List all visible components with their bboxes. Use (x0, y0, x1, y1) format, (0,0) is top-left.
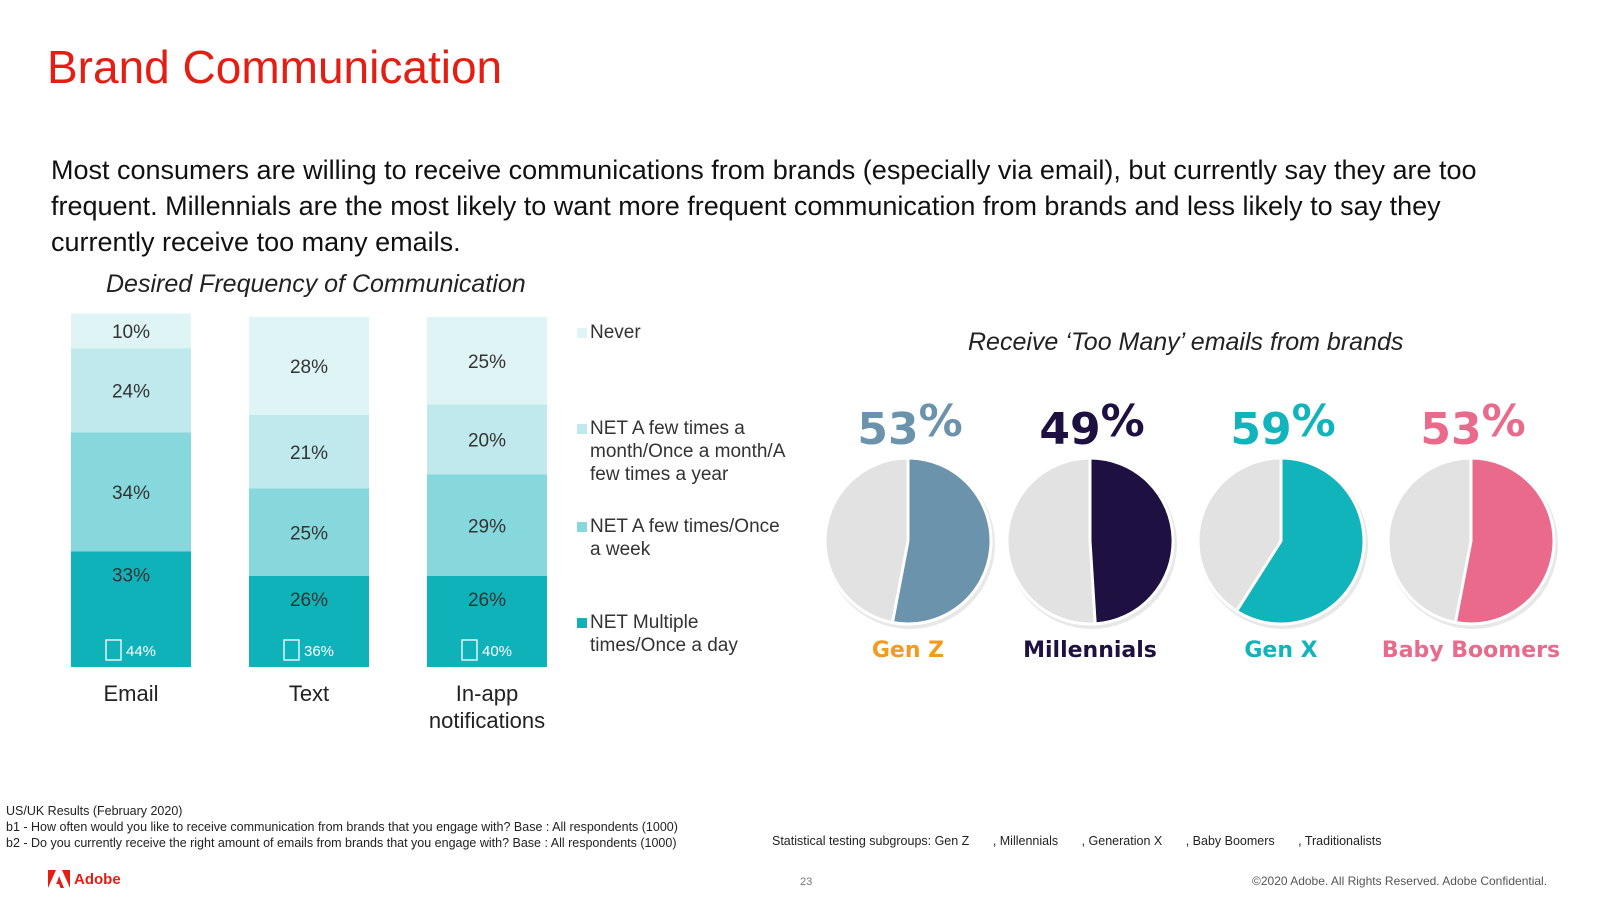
stat-test-item: , Generation X (1081, 834, 1163, 848)
footnote-b2: b2 - Do you currently receive the right … (6, 836, 677, 850)
footnote-b1: b1 - How often would you like to receive… (6, 820, 678, 834)
pie-percent-label: 53% (857, 396, 962, 455)
copyright: ©2020 Adobe. All Rights Reserved. Adobe … (1252, 874, 1548, 888)
legend-label: NET A few times a (590, 418, 745, 439)
pie-percent-value: 53 (1420, 404, 1481, 455)
pie-group-label: Gen X (1244, 638, 1317, 663)
phone-icon (283, 639, 300, 661)
legend-label: few times a year (590, 464, 729, 485)
bar-value-label: 34% (112, 483, 150, 504)
bar-value-label: 21% (290, 443, 328, 464)
bar-value-label: 25% (468, 352, 506, 373)
legend-swatch (577, 424, 587, 434)
bar-value-label: 26% (468, 590, 506, 611)
bar-value-label: 33% (112, 566, 150, 587)
pie-chart-title: Receive ‘Too Many’ emails from brands (968, 328, 1404, 356)
pie-percent-symbol: % (1101, 396, 1145, 447)
category-label: Text (289, 681, 329, 706)
stacked-bar-chart: 33% 34% 24% 10% 44% Email 26% 25% 21% 28% 36% Text 2… (71, 313, 547, 733)
bar-value-label: 28% (290, 357, 328, 378)
bar-segment (427, 576, 547, 667)
bar-value-label: 24% (112, 382, 150, 403)
adobe-logo-icon (48, 870, 70, 888)
phone-icon (461, 639, 478, 661)
stat-test-item: , Baby Boomers (1185, 834, 1275, 848)
page-title: Brand Communication (47, 41, 503, 93)
page-number: 23 (800, 876, 813, 888)
pie-percent-symbol: % (919, 396, 963, 447)
summary-text: Most consumers are willing to receive co… (51, 155, 1477, 257)
brand-name: Adobe (74, 870, 121, 888)
pie-percent-value: 49 (1039, 404, 1100, 455)
bar-segment (249, 576, 369, 667)
legend-swatch (577, 328, 587, 338)
net-value-label: 40% (482, 643, 512, 660)
legend-label: NET Multiple (590, 612, 698, 633)
pie-charts: 53% Gen Z 49% Millennials 59% Gen X 53% Baby Bo… (823, 396, 1560, 663)
pie-percent-label: 53% (1420, 396, 1525, 455)
bar-chart-title: Desired Frequency of Communication (106, 270, 526, 298)
pie-percent-symbol: % (1482, 396, 1526, 447)
legend-label: a week (590, 539, 651, 560)
pie-value-slice (1235, 456, 1366, 626)
pie-value-slice (1453, 456, 1556, 626)
legend-label: times/Once a day (590, 635, 738, 656)
net-value-label: 36% (304, 643, 334, 660)
pie-percent-value: 59 (1230, 404, 1291, 455)
bar-value-label: 29% (468, 516, 506, 537)
pie-value-slice (1088, 456, 1175, 626)
bar-segment (249, 488, 369, 576)
pie-percent-value: 53 (857, 404, 918, 455)
net-value-label: 44% (126, 643, 156, 660)
category-label: notifications (429, 708, 545, 733)
legend-label: month/Once a month/A (590, 441, 786, 462)
pie-percent-label: 59% (1230, 396, 1335, 455)
bar-segment (249, 317, 369, 415)
legend-label: Never (590, 322, 641, 343)
stat-test-item: , Millennials (992, 834, 1059, 848)
bar-segment (427, 404, 547, 475)
phone-icon (105, 639, 122, 661)
bar-segment (249, 415, 369, 489)
legend-swatch (577, 618, 587, 628)
bar-value-label: 26% (290, 590, 328, 611)
category-label: In-app (456, 681, 518, 706)
bar-value-label: 20% (468, 431, 506, 452)
pie-value-slice (890, 456, 993, 626)
bar-segment (71, 313, 191, 349)
pie-group-label: Gen Z (872, 638, 944, 663)
footnotes: US/UK Results (February 2020) b1 - How o… (6, 803, 678, 851)
pie-percent-label: 49% (1039, 396, 1144, 455)
category-label: Email (103, 681, 158, 706)
bar-segment (71, 432, 191, 552)
bar-segment (71, 551, 191, 667)
footnote-source: US/UK Results (February 2020) (6, 804, 183, 818)
legend-swatch (577, 522, 587, 532)
bar-value-label: 10% (112, 322, 150, 343)
stat-test-item: , Traditionalists (1298, 834, 1382, 848)
pie-percent-symbol: % (1292, 396, 1336, 447)
stat-testing-note: Statistical testing subgroups: Gen Z , M… (772, 834, 1382, 848)
bar-value-label: 25% (290, 523, 328, 544)
bar-segment (427, 474, 547, 576)
bar-segment (427, 317, 547, 405)
pie-group-label: Millennials (1023, 638, 1157, 663)
adobe-brand: Adobe (48, 870, 121, 888)
pie-group-label: Baby Boomers (1382, 638, 1560, 663)
stat-test-prefix: Statistical testing subgroups: Gen Z (772, 834, 970, 848)
legend-label: NET A few times/Once (590, 516, 780, 537)
bar-segment (71, 348, 191, 433)
